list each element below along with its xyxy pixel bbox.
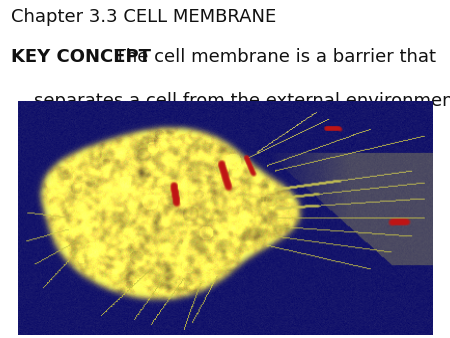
- Text: The cell membrane is a barrier that: The cell membrane is a barrier that: [109, 48, 436, 66]
- Text: Chapter 3.3 CELL MEMBRANE: Chapter 3.3 CELL MEMBRANE: [11, 8, 276, 26]
- Text: KEY CONCEPT: KEY CONCEPT: [11, 48, 151, 66]
- Text: separates a cell from the external environment.: separates a cell from the external envir…: [11, 93, 450, 111]
